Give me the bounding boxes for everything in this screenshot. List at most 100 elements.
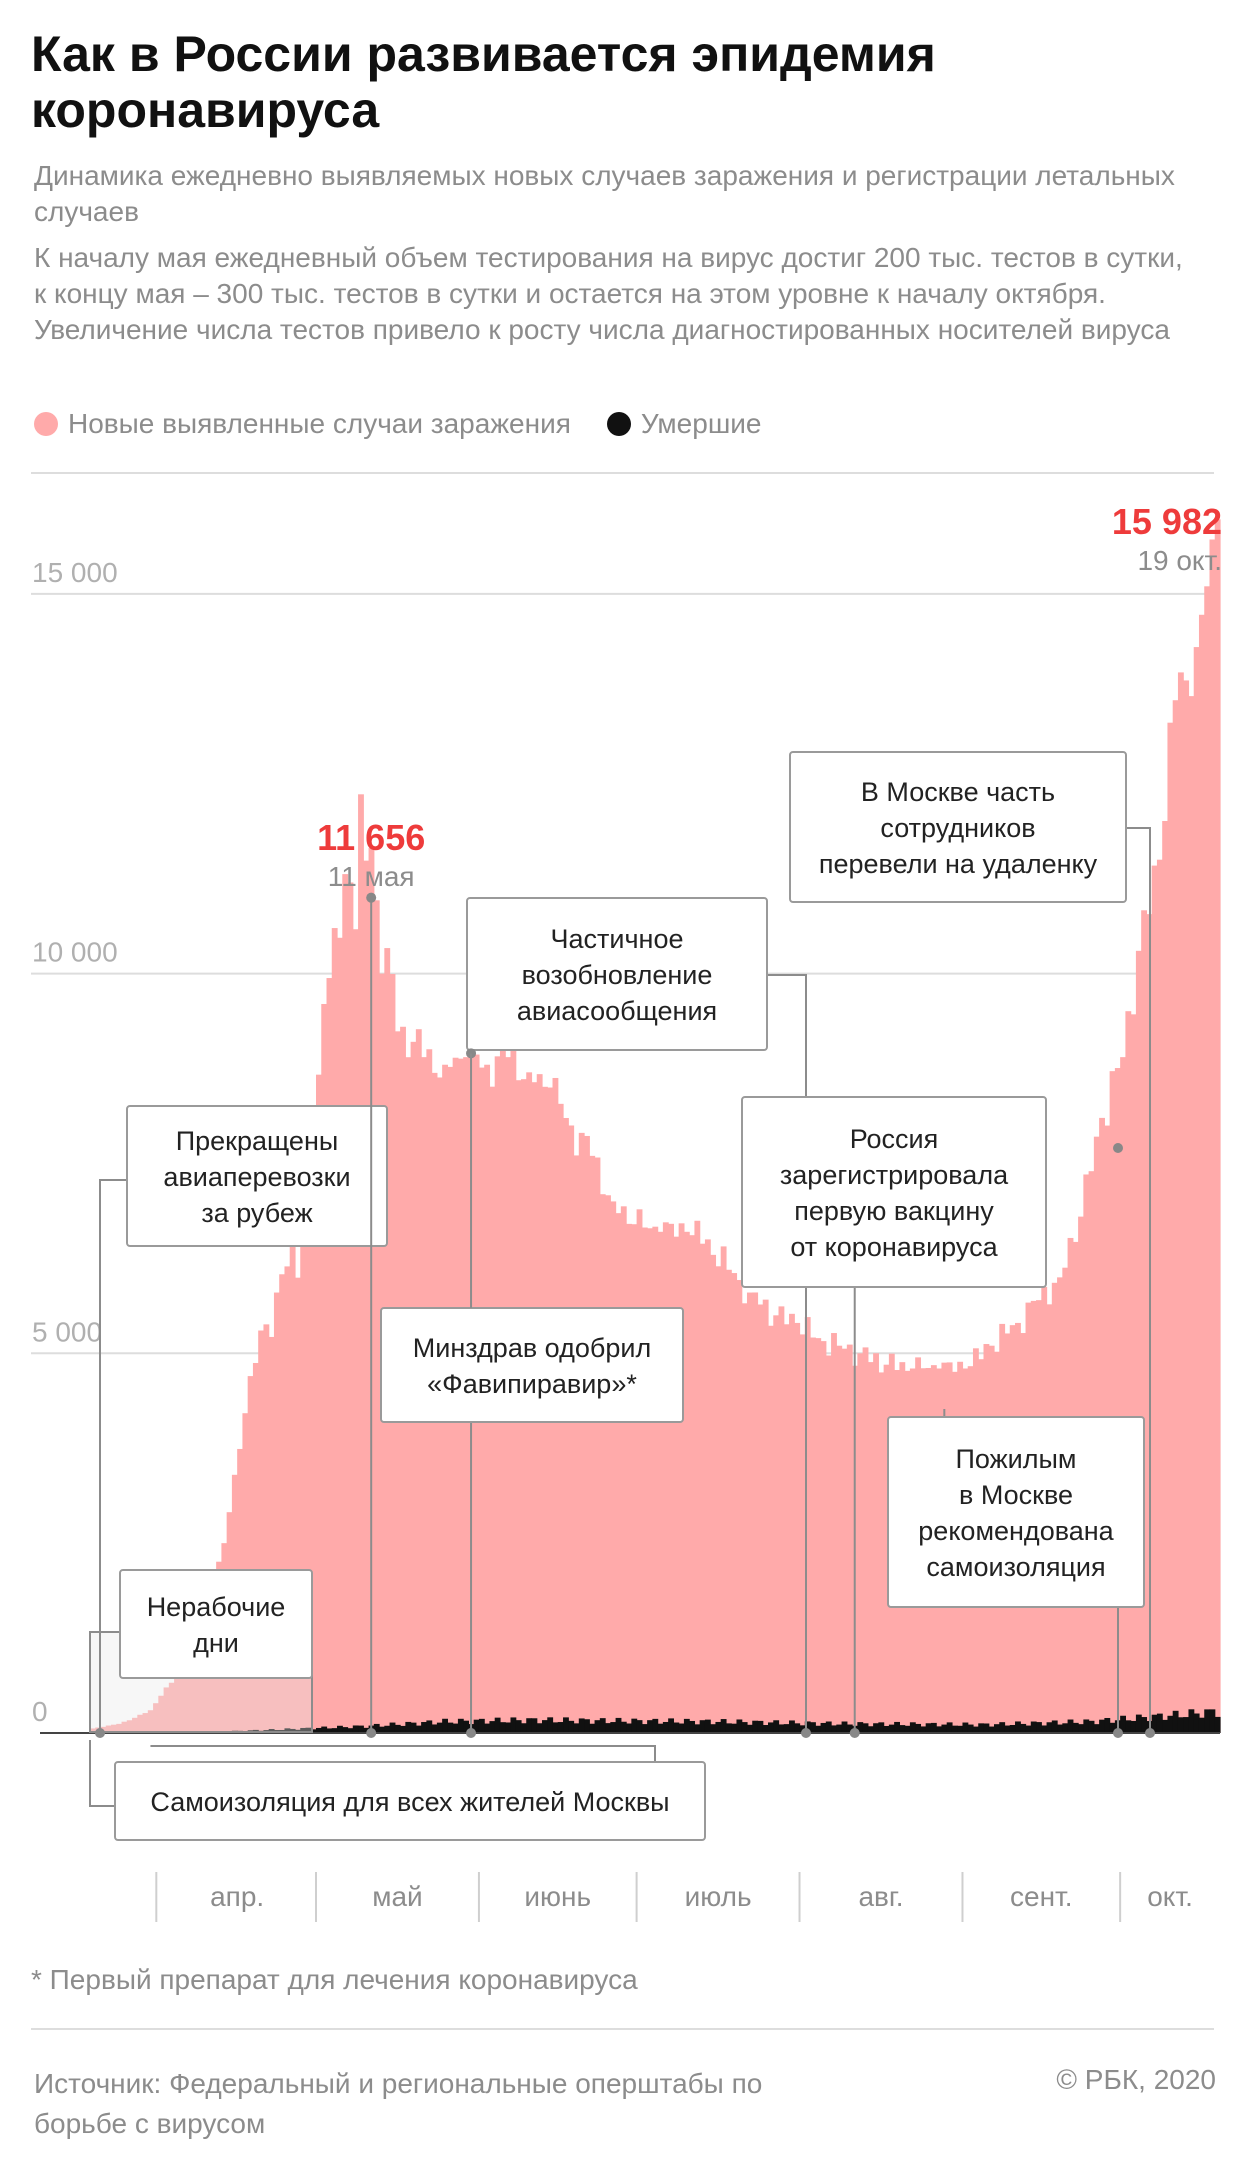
peak-value: 11 656 <box>317 817 425 858</box>
deaths-bar <box>421 1722 427 1733</box>
cases-bar <box>1177 672 1184 1733</box>
deaths-bar <box>783 1724 790 1733</box>
cases-bar <box>857 1353 864 1733</box>
chart-legend: Новые выявленные случаи заражения Умерши… <box>34 408 798 440</box>
y-tick-label: 5 000 <box>32 1316 102 1347</box>
deaths-bar <box>1020 1723 1027 1733</box>
deaths-bar <box>1183 1717 1190 1733</box>
deaths-bar <box>457 1718 464 1733</box>
cases-bar <box>1141 910 1148 1733</box>
cases-bar <box>147 1710 154 1733</box>
cases-bar <box>158 1695 165 1733</box>
deaths-bar <box>1088 1720 1095 1733</box>
callout-dot <box>366 892 377 903</box>
deaths-bar <box>1135 1714 1142 1733</box>
deaths-bar <box>352 1725 359 1733</box>
cases-bar <box>137 1714 144 1733</box>
cases-bar <box>1109 1071 1116 1733</box>
legend-label-deaths: Умершие <box>640 408 762 439</box>
deaths-bar <box>331 1728 338 1733</box>
deaths-bar <box>883 1725 890 1733</box>
deaths-bar <box>526 1718 533 1733</box>
deaths-bar <box>447 1722 454 1733</box>
deaths-bar <box>379 1726 385 1733</box>
deaths-bar <box>505 1722 512 1733</box>
deaths-bar <box>1099 1719 1105 1733</box>
deaths-bar <box>957 1725 964 1733</box>
deaths-bar <box>778 1724 785 1733</box>
deaths-bar <box>1078 1724 1084 1733</box>
cases-bar <box>615 1213 622 1733</box>
cases-bar <box>294 1277 301 1733</box>
cases-bar <box>804 1317 811 1733</box>
deaths-bar <box>999 1722 1006 1733</box>
deaths-bar <box>373 1723 380 1733</box>
deaths-bar <box>988 1726 995 1733</box>
deaths-bar <box>289 1728 296 1733</box>
cases-bar <box>1130 1014 1137 1733</box>
deaths-bar <box>725 1723 732 1733</box>
cases-bar <box>883 1364 890 1733</box>
deaths-bar <box>804 1721 811 1733</box>
cases-bar <box>878 1372 885 1733</box>
deaths-bar <box>710 1724 717 1733</box>
deaths-bar <box>652 1718 659 1733</box>
deaths-bar <box>1046 1722 1053 1733</box>
deaths-bar <box>310 1729 317 1733</box>
deaths-bar <box>337 1725 343 1733</box>
cases-bar <box>584 1135 590 1733</box>
cases-bar <box>773 1315 780 1733</box>
legend-item-cases: Новые выявленные случаи заражения <box>34 408 571 440</box>
deaths-bar <box>358 1725 364 1733</box>
deaths-bar <box>762 1725 769 1733</box>
deaths-bar <box>951 1725 958 1733</box>
cases-bar <box>326 978 333 1733</box>
callout-text: первую вакцину <box>794 1196 994 1226</box>
deaths-bars <box>40 1709 1221 1734</box>
cases-bar <box>174 1677 180 1733</box>
deaths-bar <box>520 1723 527 1733</box>
deaths-bar <box>888 1724 895 1733</box>
deaths-bar <box>899 1725 906 1733</box>
deaths-bar <box>636 1720 643 1733</box>
cases-bar <box>573 1155 580 1733</box>
cases-bar <box>300 1200 307 1733</box>
cases-bar <box>631 1224 638 1733</box>
deaths-bar <box>757 1720 764 1733</box>
deaths-bar <box>1004 1725 1011 1733</box>
callout-dot <box>95 1728 105 1738</box>
deaths-bar <box>1188 1709 1195 1733</box>
peak-value: 15 982 <box>1112 501 1222 542</box>
cases-bar <box>662 1222 669 1733</box>
cases-bar <box>1125 1011 1132 1733</box>
deaths-bar <box>620 1721 627 1733</box>
cases-bar <box>121 1721 128 1733</box>
cases-bar <box>342 874 349 1733</box>
deaths-bar <box>689 1720 696 1733</box>
cases-bar <box>189 1649 196 1733</box>
callout-text: от коронавируса <box>790 1232 998 1262</box>
deaths-bar <box>1083 1719 1090 1733</box>
deaths-bar <box>673 1722 680 1733</box>
deaths-bar <box>316 1727 322 1733</box>
callout-box <box>114 1761 706 1841</box>
callout-dot <box>366 1728 377 1738</box>
cases-bar <box>116 1723 123 1733</box>
cases-bar <box>279 1274 286 1733</box>
cases-bar <box>1204 586 1211 1733</box>
deaths-bar <box>925 1723 932 1733</box>
deaths-bar <box>452 1723 459 1733</box>
deaths-bar <box>1067 1719 1074 1733</box>
deaths-bar <box>825 1721 832 1733</box>
callout-dot <box>1145 1728 1155 1738</box>
cases-bar <box>778 1306 785 1733</box>
deaths-bar <box>363 1727 370 1733</box>
deaths-bar <box>615 1717 622 1733</box>
deaths-bar <box>1204 1709 1211 1733</box>
deaths-bar <box>936 1726 943 1733</box>
cases-bar <box>1114 1068 1121 1733</box>
cases-bar <box>305 1181 312 1733</box>
deaths-bar <box>915 1723 922 1733</box>
deaths-bar <box>484 1723 491 1733</box>
cases-bar <box>1162 821 1169 1733</box>
